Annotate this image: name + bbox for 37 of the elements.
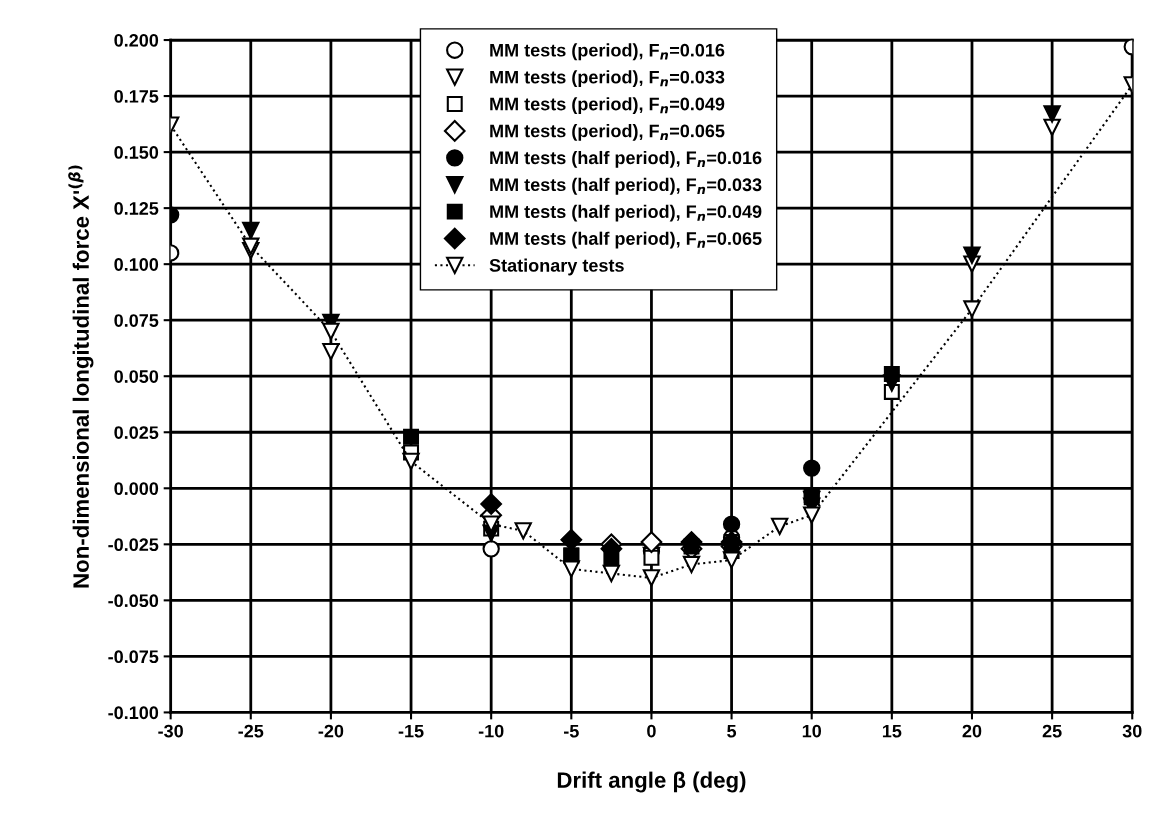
x-tick-label: -30 — [158, 724, 183, 738]
y-tick-label: -0.100 — [108, 706, 159, 720]
x-tick-label: 20 — [962, 724, 982, 738]
y-tick-label: 0.075 — [114, 314, 159, 327]
y-tick-label: 0.150 — [114, 146, 159, 159]
legend-label: MM tests (half period), F$_{n}$=0.033 — [490, 177, 762, 195]
legend-label: MM tests (period), F$_{n}$=0.065 — [490, 124, 725, 141]
x-tick-label: -10 — [478, 724, 504, 738]
legend-label: MM tests (half period), F$_{n}$=0.049 — [490, 204, 762, 222]
x-tick-label: -20 — [318, 724, 344, 738]
x-tick-label: 0 — [647, 724, 656, 738]
y-tick-label: -0.025 — [108, 538, 159, 552]
legend-label: MM tests (half period), F$_{n}$=0.016 — [490, 150, 762, 168]
x-tick-label: 30 — [1122, 724, 1142, 738]
y-tick-label: -0.075 — [108, 650, 159, 664]
y-tick-label: 0.050 — [114, 370, 159, 383]
x-axis-title: Drift angle β (deg) — [557, 771, 746, 793]
x-tick-label: -25 — [238, 724, 264, 738]
legend-label: MM tests (period), F$_{n}$=0.016 — [490, 43, 725, 61]
y-axis-title: Non-dimensional longitudinal force X'$^{(β)}$ — [68, 165, 94, 588]
legend-label: MM tests (half period), F$_{n}$=0.065 — [490, 231, 762, 249]
y-tick-label: 0.125 — [114, 202, 159, 215]
legend-label: Stationary tests — [489, 258, 624, 276]
legend-label: MM tests (period), F$_{n}$=0.049 — [490, 97, 725, 114]
y-tick-label: -0.050 — [108, 594, 159, 608]
y-tick-label: 0.000 — [114, 482, 159, 496]
x-tick-label: 10 — [802, 724, 822, 738]
x-tick-label: -5 — [563, 724, 579, 738]
legend-label: MM tests (period), F$_{n}$=0.033 — [490, 70, 725, 88]
x-tick-label: -15 — [398, 724, 424, 738]
x-tick-label: 5 — [727, 724, 737, 738]
x-tick-label: 15 — [882, 724, 902, 738]
y-tick-label: 0.025 — [114, 426, 159, 439]
y-tick-label: 0.100 — [114, 258, 159, 271]
x-tick-label: 25 — [1042, 724, 1062, 738]
y-tick-label: 0.200 — [114, 33, 159, 47]
y-tick-label: 0.175 — [114, 90, 159, 103]
